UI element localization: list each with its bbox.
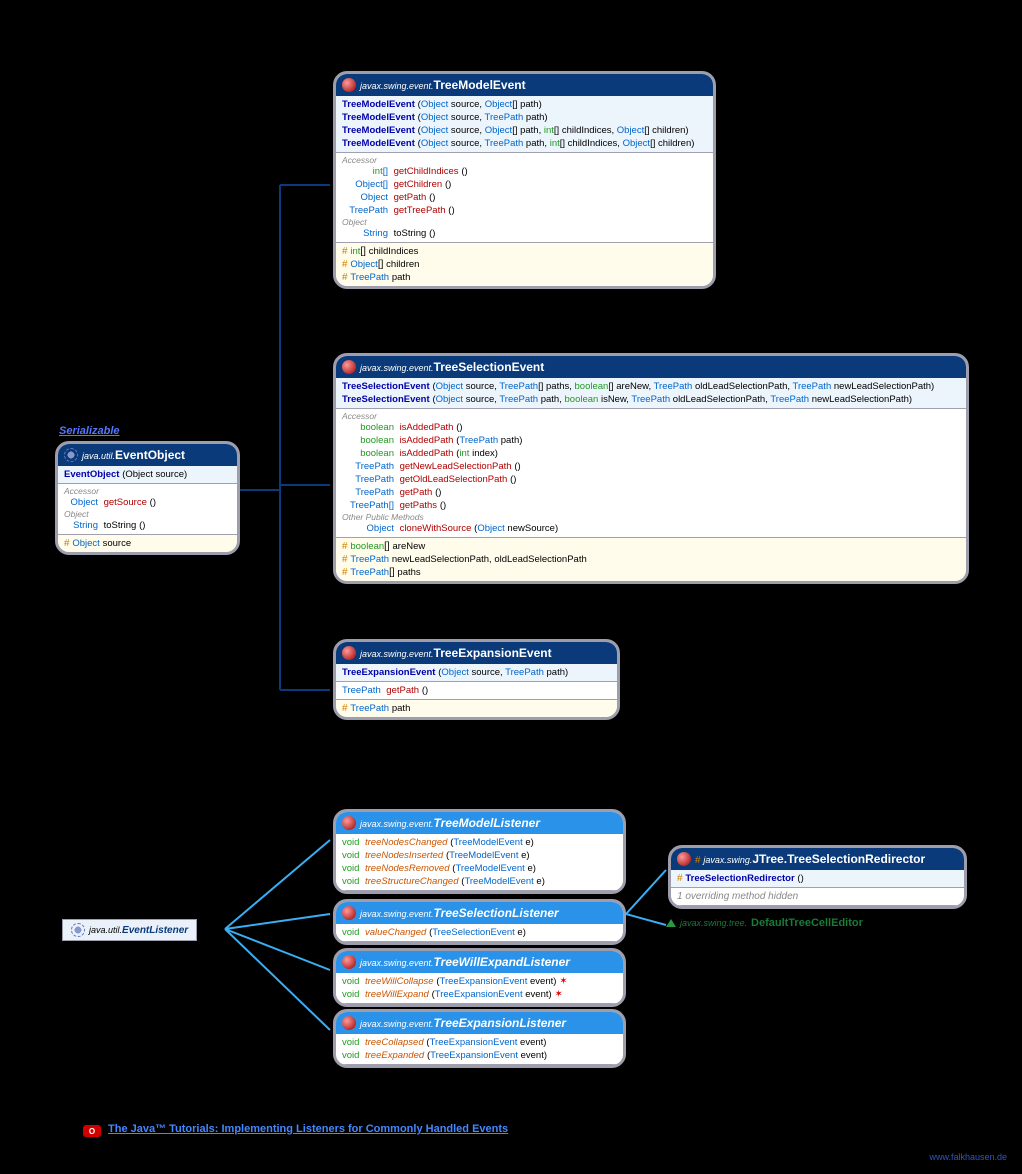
gear-icon bbox=[64, 448, 78, 462]
class-tree-expansion-event: javax.swing.event.TreeExpansionEvent Tre… bbox=[333, 639, 620, 720]
class-tree-model-event: javax.swing.event.TreeModelEvent TreeMod… bbox=[333, 71, 716, 289]
header-event-object: java.util.EventObject bbox=[58, 444, 237, 466]
link-default-tree-cell-editor[interactable]: javax.swing.tree.DefaultTreeCellEditor bbox=[666, 917, 863, 929]
tutorial-link[interactable]: The Java™ Tutorials: Implementing Listen… bbox=[108, 1123, 508, 1135]
tree-icon bbox=[666, 919, 676, 927]
interface-event-listener: java.util.EventListener bbox=[62, 919, 197, 941]
interface-tree-selection-listener: javax.swing.event.TreeSelectionListener … bbox=[333, 899, 626, 945]
class-tree-selection-event: javax.swing.event.TreeSelectionEvent Tre… bbox=[333, 353, 969, 584]
interface-tree-will-expand-listener: javax.swing.event.TreeWillExpandListener… bbox=[333, 948, 626, 1007]
gear-icon bbox=[71, 923, 85, 937]
class-icon bbox=[342, 955, 356, 969]
class-icon bbox=[677, 852, 691, 866]
class-icon bbox=[342, 906, 356, 920]
serializable-link[interactable]: Serializable bbox=[59, 425, 120, 437]
oracle-icon: O bbox=[83, 1125, 101, 1137]
class-event-object: java.util.EventObject EventObject (Objec… bbox=[55, 441, 240, 555]
class-tree-selection-redirector: # javax.swing.JTree.TreeSelectionRedirec… bbox=[668, 845, 967, 909]
interface-tree-expansion-listener: javax.swing.event.TreeExpansionListener … bbox=[333, 1009, 626, 1068]
class-icon bbox=[342, 646, 356, 660]
class-icon bbox=[342, 1016, 356, 1030]
watermark: www.falkhausen.de bbox=[929, 1152, 1007, 1162]
class-icon bbox=[342, 360, 356, 374]
class-icon bbox=[342, 816, 356, 830]
interface-tree-model-listener: javax.swing.event.TreeModelListener void… bbox=[333, 809, 626, 894]
class-icon bbox=[342, 78, 356, 92]
